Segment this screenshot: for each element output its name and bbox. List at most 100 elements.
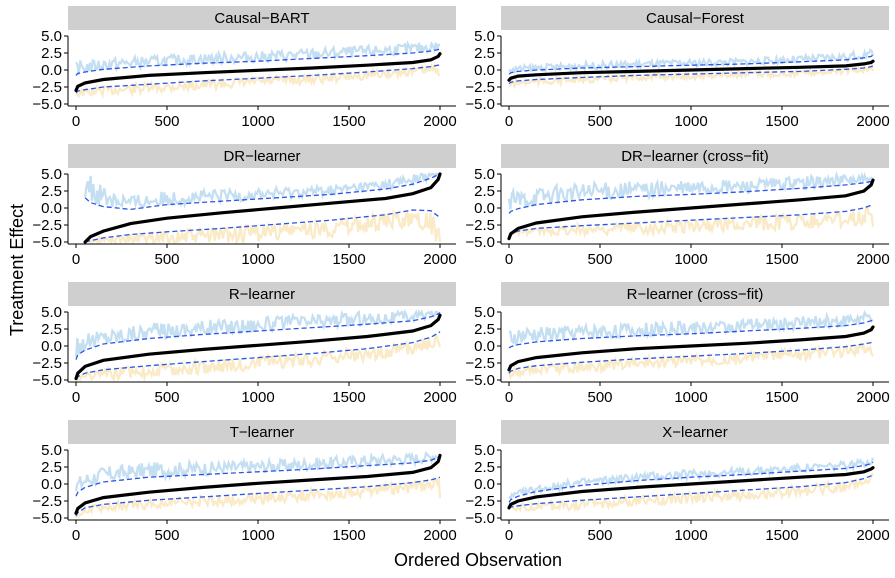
lower-interval-line [508,203,874,237]
y-tick-label: −5.0 [32,234,62,251]
x-tick-label: 2000 [856,113,889,130]
y-axis-title: Treatment Effect [7,204,27,336]
y-tick-label: 0.0 [474,476,495,493]
x-tick-label: 1000 [674,251,707,268]
y-tick-label: −2.5 [465,79,495,96]
x-tick-label: 2000 [856,527,889,544]
panel-title: Causal−Forest [646,10,745,27]
y-tick-label: −5.0 [32,372,62,389]
x-tick-label: 1000 [674,389,707,406]
x-tick-label: 1000 [241,527,274,544]
y-tick-label: 2.5 [474,45,495,62]
y-tick-label: 5.0 [474,442,495,459]
y-tick-label: 2.5 [474,183,495,200]
x-tick-label: 1500 [332,113,365,130]
panel-3: DR−learner −5.0−2.50.02.55.0 0 500 1000 1500 2… [32,144,457,268]
y-tick-label: 2.5 [41,321,62,338]
panel-title: R−learner [229,286,295,303]
upper-interval-line [508,180,874,214]
lower-noise-band [508,205,875,239]
estimate-line [74,313,442,381]
x-tick-label: 0 [505,113,513,130]
upper-interval-line [75,312,441,360]
panel-6: R−learner (cross−fit) −5.0−2.50.02.55.0 0 5… [465,282,890,406]
lower-interval-line [508,473,874,510]
panel-4: DR−learner (cross−fit) −5.0−2.50.02.55.0 0… [465,144,890,268]
lower-interval-line [84,209,441,243]
upper-interval-line [75,48,441,76]
x-tick-label: 1500 [765,389,798,406]
y-tick-label: 0.0 [474,62,495,79]
lower-noise-band [85,208,442,246]
panel-strip [68,144,456,168]
panel-group: Causal−BART−5.0−2.50.02.55.00 500 1000 1500… [32,6,890,544]
y-tick-label: −2.5 [32,217,62,234]
y-tick-label: −2.5 [32,355,62,372]
y-tick-label: 0.0 [474,338,495,355]
upper-noise-band [508,457,875,501]
estimate-line [507,178,875,241]
x-tick-label: 2000 [856,251,889,268]
x-axis-title: Ordered Observation [394,550,562,570]
y-tick-label: −2.5 [32,79,62,96]
panel-title: R−learner (cross−fit) [627,286,764,303]
x-tick-label: 500 [587,251,612,268]
x-tick-label: 500 [154,113,179,130]
y-tick-label: −5.0 [32,510,62,527]
x-tick-label: 2000 [423,251,456,268]
y-tick-label: −2.5 [465,217,495,234]
estimate-line [83,172,442,244]
x-tick-label: 0 [72,113,80,130]
x-tick-label: 500 [587,389,612,406]
x-tick-label: 1000 [241,113,274,130]
lower-interval-line [508,341,874,374]
y-tick-label: 2.5 [41,459,62,476]
lower-noise-band [75,333,442,383]
lower-noise-band [75,61,441,99]
x-tick-label: 0 [72,251,80,268]
x-tick-label: 1500 [332,389,365,406]
y-tick-label: 5.0 [41,166,62,183]
lower-noise-band [508,63,875,90]
x-tick-label: 1000 [674,527,707,544]
x-tick-label: 0 [505,527,513,544]
y-tick-label: 5.0 [41,442,62,459]
y-tick-label: 0.0 [41,62,62,79]
panel-8: X−learner −5.0−2.50.02.55.0 0 500 1000 1500 20… [465,420,890,544]
y-tick-label: 0.0 [41,338,62,355]
lower-interval-line [75,63,441,94]
lower-noise-band [507,341,874,381]
upper-interval-line [84,173,441,211]
estimate-line [74,453,442,515]
y-tick-label: 2.5 [474,459,495,476]
y-tick-label: −5.0 [465,372,495,389]
panel-7: T−learner −5.0−2.50.02.55.0 0 500 1000 1500 20… [32,420,457,544]
y-tick-label: −2.5 [32,493,62,510]
x-tick-label: 500 [154,251,179,268]
x-tick-label: 0 [505,389,513,406]
panel-strip [68,6,456,30]
x-tick-label: 0 [505,251,513,268]
estimate-line [507,466,875,510]
panel-strip [501,144,889,168]
y-tick-label: −5.0 [465,234,495,251]
y-tick-label: −5.0 [32,96,62,113]
lower-noise-band [74,476,442,519]
upper-noise-band [508,48,875,75]
panel-strip [68,420,456,444]
panel-1: Causal−BART −5.0−2.50.02.55.0 0 500 1000 1500… [32,6,457,130]
y-tick-label: 2.5 [41,183,62,200]
estimate-line [74,52,442,92]
x-tick-label: 500 [587,113,612,130]
x-tick-label: 2000 [856,389,889,406]
y-tick-label: 5.0 [41,28,62,45]
lower-interval-line [508,65,874,85]
upper-noise-band [508,309,874,346]
x-tick-label: 0 [72,389,80,406]
x-tick-label: 500 [154,389,179,406]
x-tick-label: 2000 [423,527,456,544]
panel-5: R−learner −5.0−2.50.02.55.0 0 500 1000 1500 20… [32,282,457,406]
upper-noise-band [84,171,441,210]
y-tick-label: −5.0 [465,96,495,113]
